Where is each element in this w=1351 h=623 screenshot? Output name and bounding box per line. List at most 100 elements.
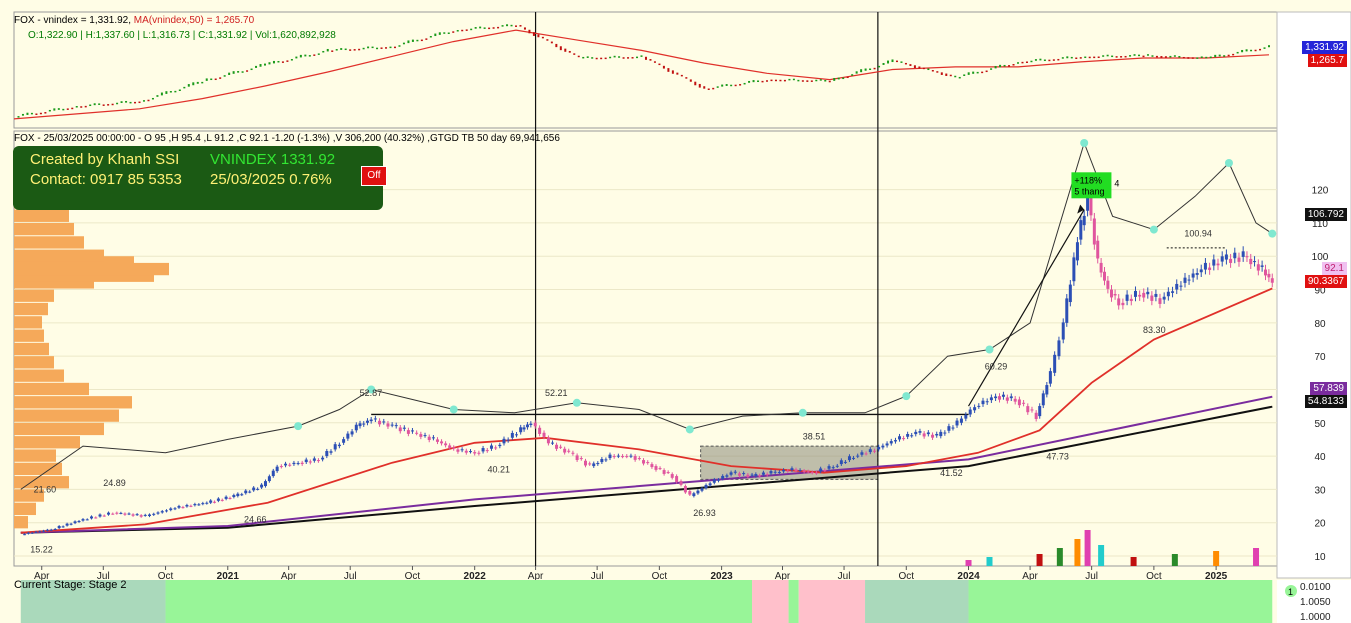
- vnindex-candle: [519, 25, 522, 27]
- y-tick-label: 20: [1314, 519, 1326, 530]
- candle-body: [1154, 293, 1158, 297]
- candle-body: [922, 433, 926, 437]
- y-tick-label: 100: [1312, 252, 1329, 263]
- candle-body: [57, 526, 61, 529]
- candle-body: [169, 508, 173, 511]
- vnindex-candle: [810, 80, 813, 82]
- candle-body: [629, 455, 633, 457]
- candle-body: [248, 491, 252, 493]
- top-panel-frame: [13, 11, 1278, 129]
- candle-body: [1089, 196, 1093, 216]
- candle-body: [758, 475, 762, 477]
- vnindex-candle: [259, 64, 262, 67]
- volume-bars: [965, 530, 1260, 566]
- vnindex-ohlc: O:1,322.90 | H:1,337.60 | L:1,316.73 | C…: [28, 30, 336, 41]
- volume-profile-bar: [14, 249, 104, 262]
- candle-body: [61, 526, 65, 528]
- volume-profile-bar: [14, 342, 49, 356]
- volume-bar: [1253, 548, 1260, 566]
- vnindex-candle: [304, 54, 307, 57]
- volume-bar: [986, 557, 993, 566]
- vnindex-candle: [577, 55, 580, 58]
- candle-body: [1082, 215, 1086, 226]
- candle-body: [733, 471, 737, 473]
- candle-body: [498, 444, 502, 447]
- candle-body: [1125, 294, 1129, 301]
- price-annotation: 41.52: [940, 468, 963, 478]
- rs-marker: [1080, 139, 1089, 147]
- vnindex-candle: [788, 78, 791, 81]
- x-tick-label: Oct: [899, 571, 915, 582]
- vnindex-candle: [1160, 56, 1163, 58]
- candle-body: [692, 493, 696, 497]
- vnindex-candle: [770, 79, 773, 82]
- vnindex-candle: [1146, 54, 1149, 56]
- vnindex-candle: [281, 61, 284, 63]
- x-tick-label: 2023: [710, 571, 733, 582]
- vnindex-candle: [698, 83, 701, 88]
- candle-body: [502, 438, 506, 444]
- candle-body: [583, 460, 587, 466]
- candle-body: [506, 439, 510, 441]
- candle-body: [688, 491, 692, 495]
- vnindex-candle: [537, 34, 540, 38]
- candle-body: [1263, 269, 1267, 276]
- vnindex-candle: [120, 101, 123, 103]
- candle-body: [419, 434, 423, 437]
- off-button[interactable]: Off: [361, 166, 387, 186]
- candle-body: [777, 471, 781, 473]
- vnindex-candle: [48, 109, 51, 112]
- candle-body: [621, 456, 625, 458]
- vnindex-candle: [380, 47, 383, 49]
- candle-body: [440, 441, 444, 444]
- candle-body: [398, 427, 402, 432]
- candle-body: [292, 462, 296, 465]
- vnindex-candle: [344, 48, 347, 51]
- vnindex-candle: [156, 95, 159, 97]
- stage-segment: [752, 580, 789, 623]
- vnindex-candle: [1043, 59, 1046, 62]
- vnindex-candle: [1129, 55, 1132, 57]
- candle-body: [761, 472, 765, 475]
- x-tick-label: Jul: [1085, 571, 1098, 582]
- vnindex-candle: [1075, 57, 1078, 60]
- vnindex-candle: [1093, 56, 1096, 59]
- candle-body: [201, 503, 205, 505]
- vnindex-candle: [1209, 56, 1212, 59]
- candle-body: [325, 451, 329, 457]
- candle-body: [926, 432, 930, 435]
- candle-body: [362, 423, 366, 425]
- vnindex-candle: [1232, 53, 1235, 56]
- candle-body: [1166, 291, 1170, 297]
- candle-body: [1065, 298, 1069, 323]
- candle-body: [712, 479, 716, 483]
- vnindex-candle: [398, 45, 401, 47]
- vnindex-candle: [618, 56, 621, 58]
- vnindex-candle: [138, 101, 141, 104]
- vnindex-candle: [353, 49, 356, 51]
- vnindex-candle: [725, 84, 728, 86]
- candle-body: [209, 500, 213, 503]
- vnindex-candle: [134, 101, 137, 104]
- vnindex-candle: [326, 48, 329, 52]
- candle-body: [147, 514, 151, 517]
- candle-body: [1099, 262, 1103, 273]
- vnindex-candle: [228, 72, 231, 75]
- candle-body: [868, 449, 872, 453]
- vnindex-candle: [1066, 56, 1069, 59]
- vnindex-candle: [98, 103, 101, 105]
- candle-body: [910, 435, 914, 437]
- vnindex-candle: [1245, 49, 1248, 52]
- candle-body: [1158, 298, 1162, 304]
- candle-body: [1175, 283, 1179, 290]
- candle-body: [34, 531, 38, 533]
- candle-body: [321, 457, 325, 460]
- vnindex-candle: [541, 36, 544, 39]
- volume-profile-bar: [14, 436, 80, 449]
- vnindex-candle: [936, 71, 939, 73]
- vnindex-ma-line: [13, 29, 1270, 120]
- vnindex-candle: [62, 108, 65, 111]
- candle-body: [102, 515, 106, 517]
- candle-body: [53, 528, 57, 530]
